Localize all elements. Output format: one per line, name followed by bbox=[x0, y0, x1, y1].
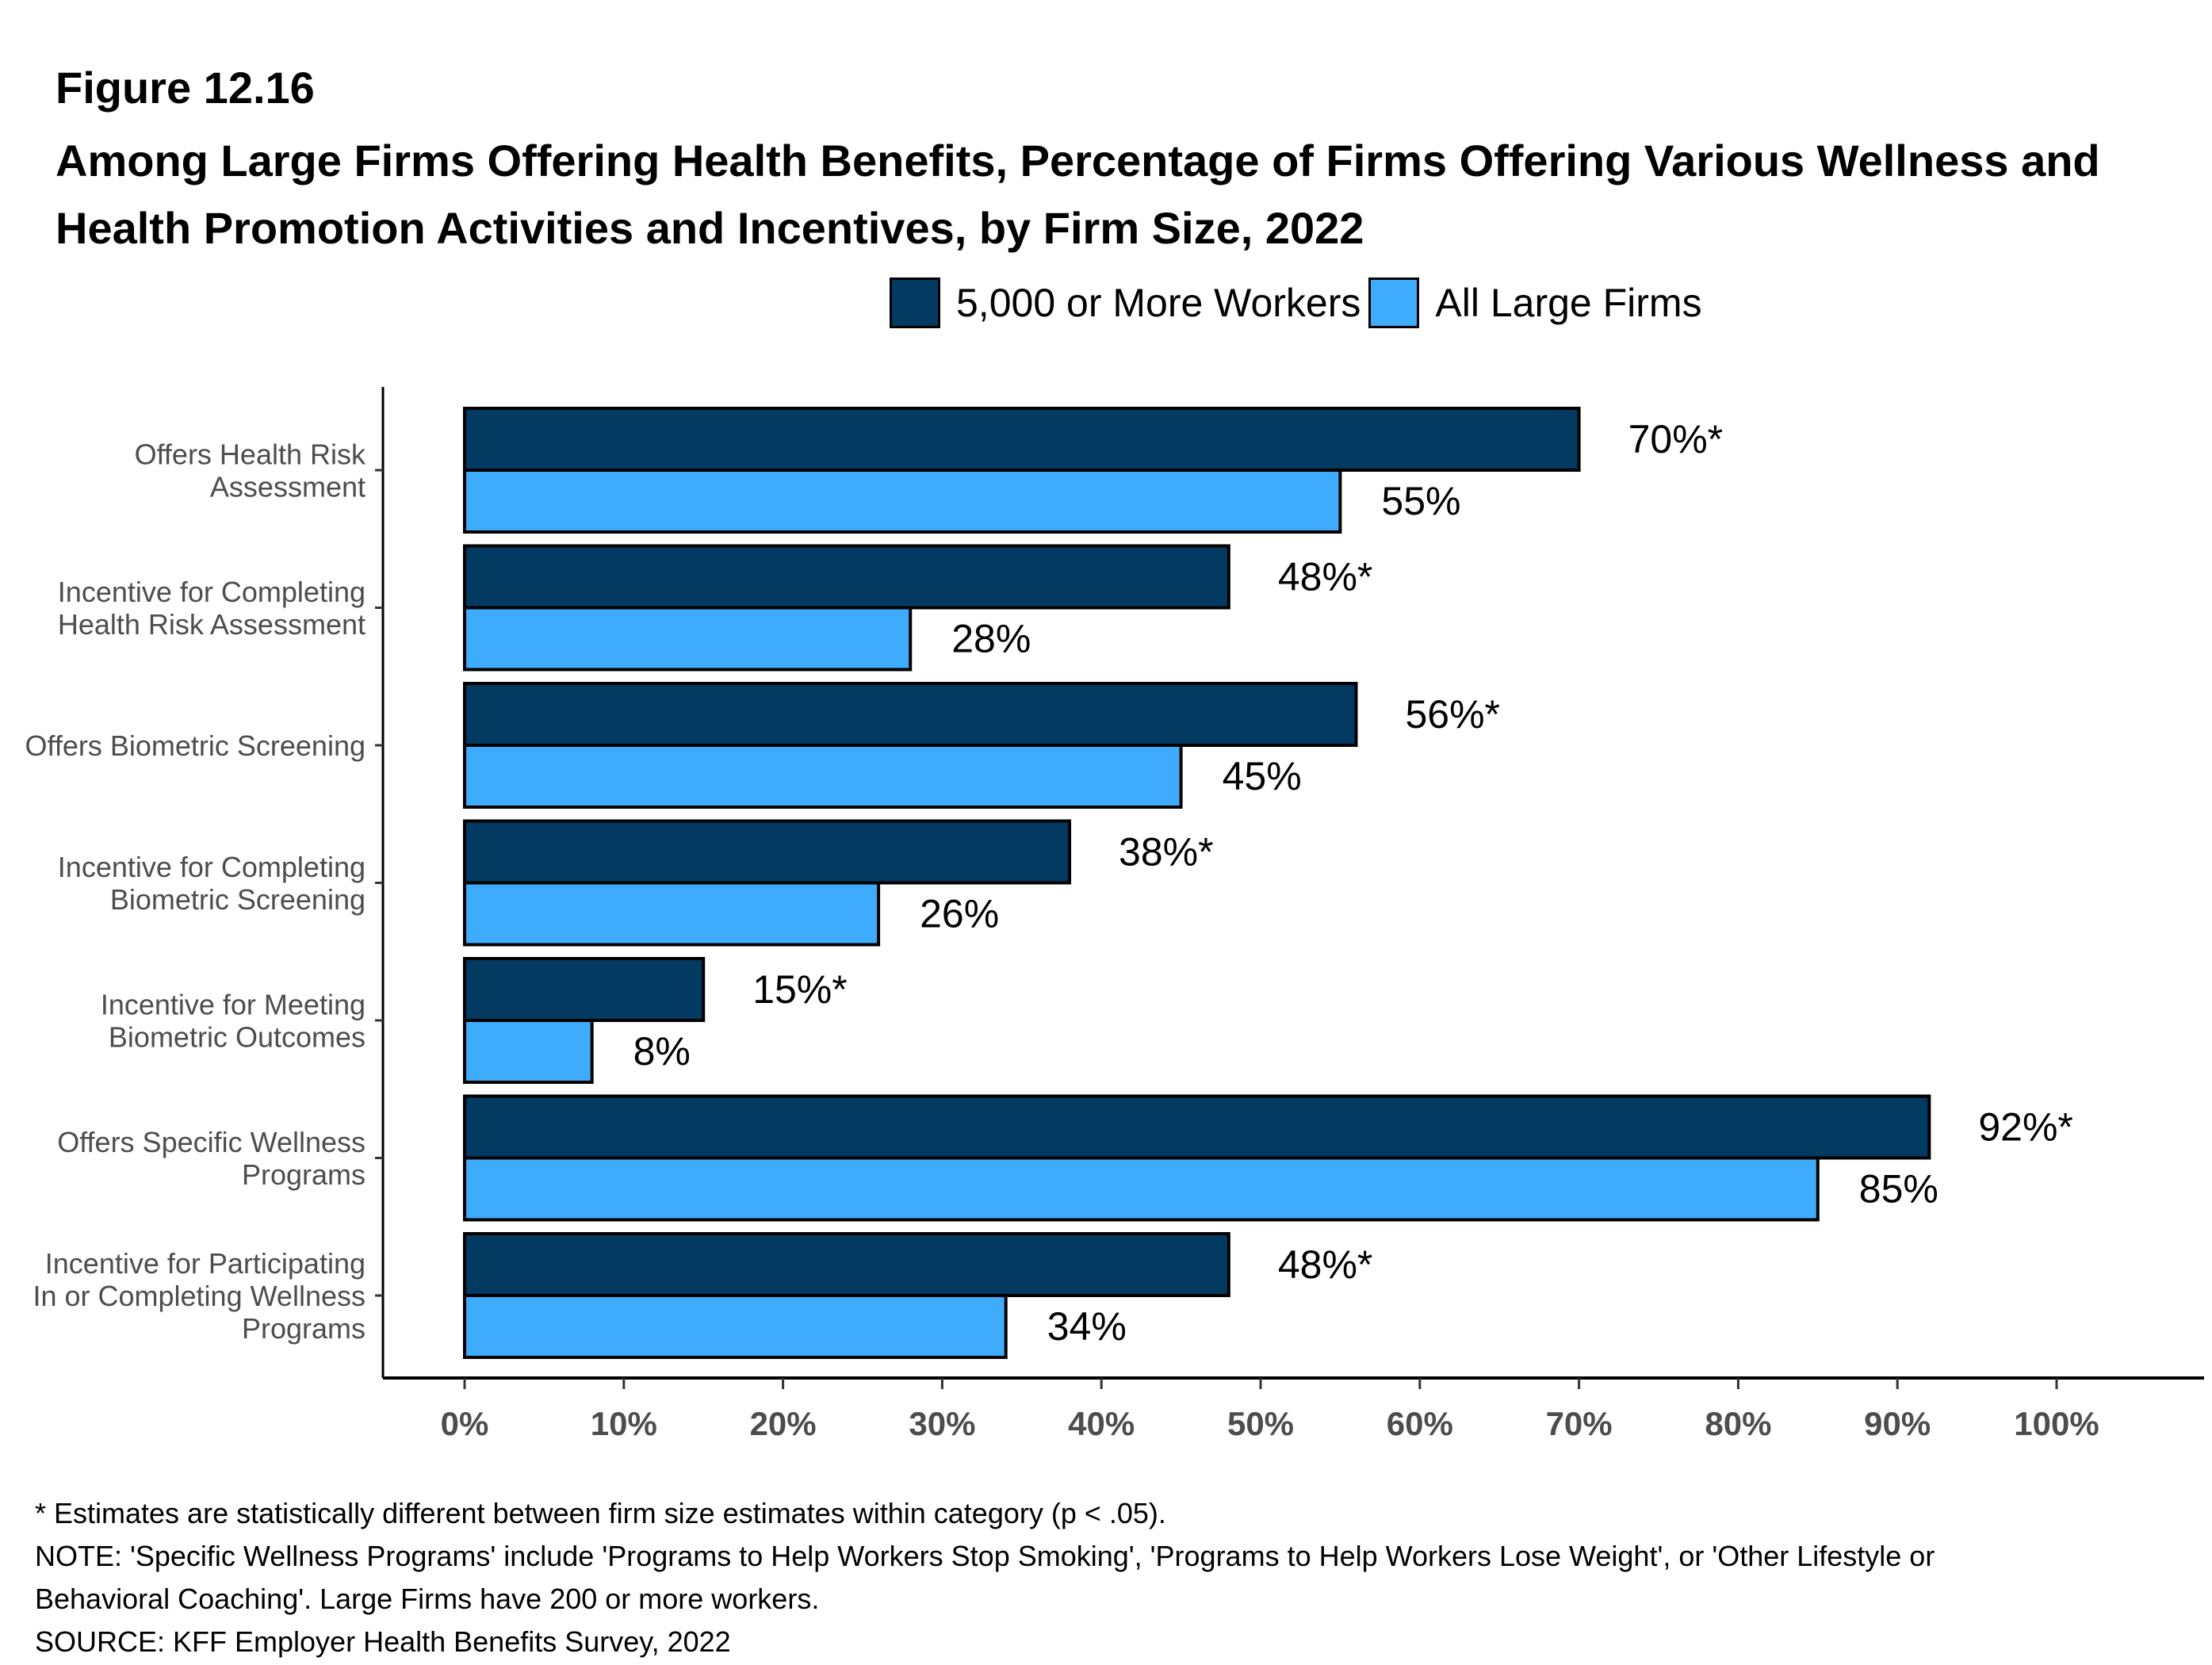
category-label: Incentive for Completing bbox=[58, 851, 365, 883]
data-label: 38%* bbox=[1119, 830, 1214, 875]
category-label: Incentive for Meeting bbox=[101, 989, 365, 1021]
legend-label: 5,000 or More Workers bbox=[956, 281, 1361, 325]
category-label: Incentive for Completing bbox=[58, 576, 365, 608]
legend-label: All Large Firms bbox=[1435, 281, 1702, 325]
bar bbox=[463, 682, 1358, 747]
data-label: 26% bbox=[920, 892, 999, 936]
data-label: 56%* bbox=[1405, 692, 1500, 737]
category-label: Offers Health Risk bbox=[135, 438, 366, 471]
bar bbox=[463, 1156, 1820, 1222]
category-label: In or Completing Wellness bbox=[33, 1280, 365, 1312]
bar bbox=[463, 469, 1342, 534]
data-label: 92%* bbox=[1978, 1105, 2073, 1150]
data-label: 70%* bbox=[1628, 417, 1724, 461]
category-label: Health Risk Assessment bbox=[58, 608, 365, 641]
footnotes: * Estimates are statistically different … bbox=[35, 1492, 1935, 1663]
chart-title: Among Large Firms Offering Health Benefi… bbox=[55, 136, 2100, 253]
x-tick-label: 50% bbox=[1227, 1405, 1294, 1442]
x-tick-label: 60% bbox=[1387, 1405, 1453, 1442]
x-tick-label: 70% bbox=[1546, 1405, 1613, 1442]
bar bbox=[463, 606, 913, 672]
x-tick-label: 90% bbox=[1864, 1405, 1931, 1442]
x-tick-label: 0% bbox=[441, 1405, 489, 1442]
data-label: 85% bbox=[1859, 1167, 1938, 1211]
data-label: 48%* bbox=[1278, 555, 1373, 599]
footnote-significance: * Estimates are statistically different … bbox=[35, 1497, 1166, 1529]
figure-label: Figure 12.16 bbox=[55, 63, 315, 113]
category-label: Incentive for Participating bbox=[45, 1247, 365, 1280]
data-label: 55% bbox=[1381, 479, 1460, 523]
bar bbox=[463, 744, 1183, 809]
footnote-note-cont: Behavioral Coaching'. Large Firms have 2… bbox=[35, 1583, 820, 1615]
category-label: Offers Biometric Screening bbox=[25, 729, 365, 762]
data-label: 28% bbox=[951, 617, 1031, 661]
x-tick-label: 20% bbox=[750, 1405, 817, 1442]
bar bbox=[463, 957, 706, 1022]
category-label: Assessment bbox=[210, 471, 365, 503]
legend-item-large-workers: 5,000 or More Workers bbox=[890, 278, 1360, 328]
x-tick-label: 80% bbox=[1705, 1405, 1771, 1442]
bar bbox=[463, 407, 1581, 472]
footnote-note: NOTE: 'Specific Wellness Programs' inclu… bbox=[35, 1540, 1935, 1572]
x-tick-label: 30% bbox=[909, 1405, 975, 1442]
category-label: Programs bbox=[242, 1312, 365, 1345]
x-tick-label: 100% bbox=[2014, 1405, 2099, 1442]
bar bbox=[463, 1019, 594, 1084]
data-label: 48%* bbox=[1278, 1242, 1373, 1287]
category-label: Offers Specific Wellness bbox=[57, 1126, 365, 1158]
bar bbox=[463, 544, 1230, 610]
category-label: Programs bbox=[242, 1158, 365, 1191]
category-label: Biometric Screening bbox=[110, 883, 365, 916]
data-label: 45% bbox=[1223, 754, 1302, 798]
data-label: 15%* bbox=[752, 967, 848, 1012]
legend-swatch-dark bbox=[890, 278, 940, 328]
x-tick-label: 10% bbox=[591, 1405, 657, 1442]
bar bbox=[463, 1232, 1230, 1297]
data-label: 34% bbox=[1047, 1304, 1127, 1349]
data-label: 8% bbox=[633, 1029, 691, 1074]
bar bbox=[463, 1294, 1008, 1359]
legend: 5,000 or More Workers All Large Firms bbox=[890, 278, 1710, 328]
legend-swatch-light bbox=[1368, 278, 1420, 328]
legend-item-all-large-firms: All Large Firms bbox=[1368, 278, 1702, 328]
category-label: Biometric Outcomes bbox=[109, 1021, 365, 1054]
footnote-source: SOURCE: KFF Employer Health Benefits Sur… bbox=[35, 1625, 731, 1658]
x-tick-label: 40% bbox=[1068, 1405, 1135, 1442]
bar bbox=[463, 881, 881, 947]
bar bbox=[463, 819, 1072, 885]
bar bbox=[463, 1094, 1931, 1160]
